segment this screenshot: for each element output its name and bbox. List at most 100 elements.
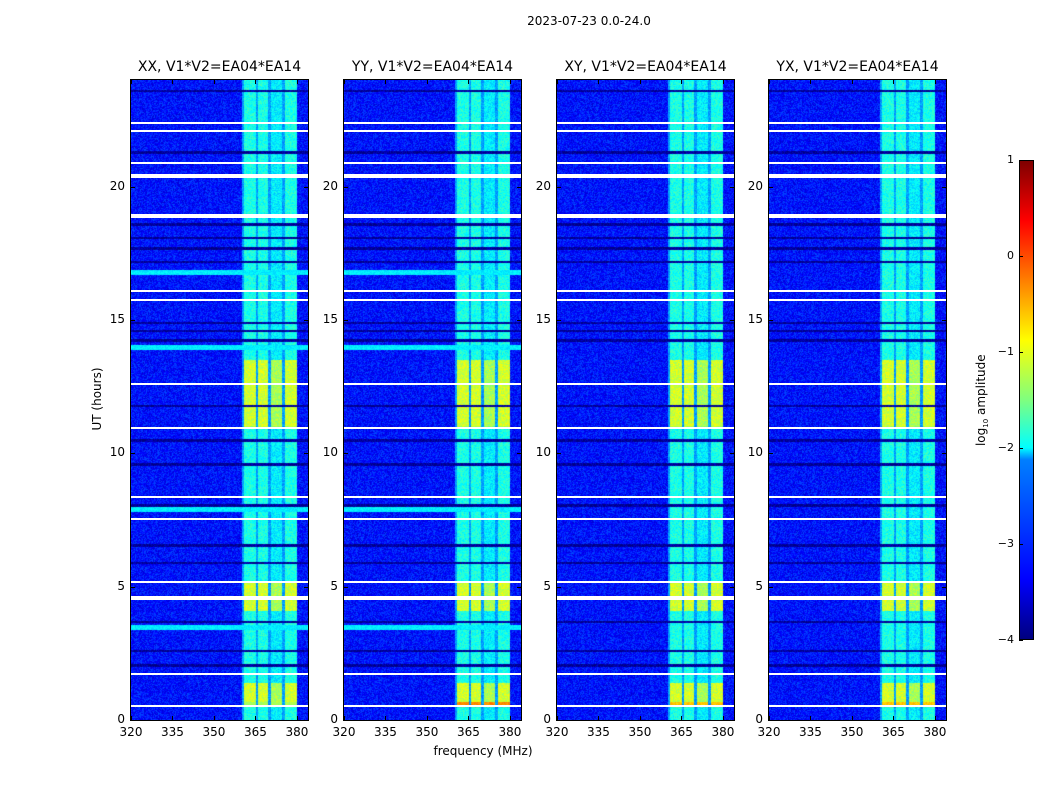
x-tick-mark — [344, 716, 345, 720]
waterfall-panel-yx — [768, 79, 947, 721]
y-tick-mark — [131, 586, 135, 588]
y-tick-mark — [557, 186, 561, 188]
flagged-row — [131, 129, 308, 132]
x-tick-mark — [213, 80, 215, 84]
flagged-row — [769, 496, 946, 499]
flagged-row — [557, 214, 734, 218]
colorbar-tick-mark — [1019, 448, 1023, 449]
flagged-row — [557, 129, 734, 132]
y-tick-label: 10 — [109, 445, 125, 460]
flagged-row — [344, 299, 521, 301]
x-tick-mark — [851, 80, 853, 84]
flagged-row — [557, 161, 734, 164]
flagged-row — [769, 427, 946, 429]
panel-title-xy: XY, V1*V2=EA04*EA14 — [564, 59, 727, 75]
y-tick-mark — [344, 720, 348, 721]
colorbar-label: log10 amplitude — [974, 350, 990, 450]
x-tick-label: 365 — [670, 725, 693, 739]
flagged-row — [557, 289, 734, 292]
flagged-row — [557, 581, 734, 584]
x-tick-mark — [639, 80, 641, 84]
x-tick-mark — [213, 716, 215, 720]
flagged-row — [131, 596, 308, 601]
flagged-row — [344, 214, 521, 218]
y-tick-label: 10 — [322, 445, 338, 460]
x-tick-label: 335 — [799, 725, 822, 739]
x-tick-label: 320 — [545, 725, 569, 739]
flagged-row — [131, 496, 308, 499]
x-tick-label: 320 — [332, 725, 356, 739]
flagged-row — [769, 596, 946, 601]
x-tick-mark — [296, 716, 298, 720]
y-tick-label: 20 — [747, 178, 763, 193]
colorbar-tick-label: 1 — [1007, 153, 1014, 166]
heatmap-image — [344, 80, 521, 720]
flagged-row — [131, 214, 308, 218]
flagged-row — [769, 161, 946, 164]
colorbar-tick-mark — [1019, 640, 1023, 641]
x-tick-mark — [598, 80, 600, 84]
y-tick-mark — [131, 186, 135, 188]
x-tick-label: 350 — [202, 725, 226, 739]
x-tick-label: 365 — [244, 725, 267, 739]
y-tick-label: 0 — [117, 712, 125, 726]
flagged-row — [769, 129, 946, 132]
y-tick-label: 15 — [109, 312, 125, 326]
y-tick-label: 0 — [755, 712, 763, 726]
x-tick-mark — [131, 716, 132, 720]
x-axis-label: frequency (MHz) — [433, 744, 533, 758]
flagged-row — [131, 705, 308, 708]
flagged-row — [769, 705, 946, 708]
x-tick-label: 365 — [882, 725, 905, 739]
x-tick-label: 320 — [119, 725, 143, 739]
colorbar — [1019, 160, 1034, 640]
x-tick-mark — [557, 80, 558, 84]
x-tick-label: 320 — [757, 725, 781, 739]
panel-title-xx: XX, V1*V2=EA04*EA14 — [137, 59, 302, 75]
y-tick-label: 20 — [535, 178, 551, 193]
flagged-row — [344, 673, 521, 676]
y-axis-label: UT (hours) — [90, 367, 104, 431]
y-tick-mark — [942, 586, 946, 588]
y-tick-mark — [517, 720, 521, 721]
colorbar-label-log: log — [973, 427, 988, 447]
y-tick-mark — [942, 453, 946, 455]
x-tick-label: 380 — [711, 725, 735, 739]
x-tick-mark — [509, 80, 511, 84]
x-tick-mark — [255, 716, 257, 720]
y-tick-mark — [769, 186, 773, 188]
x-tick-mark — [810, 80, 812, 84]
heatmap-image — [131, 80, 308, 720]
flagged-row — [344, 174, 521, 178]
flagged-row — [769, 299, 946, 301]
flagged-row — [344, 383, 521, 385]
y-tick-mark — [557, 320, 561, 321]
x-tick-mark — [769, 80, 770, 84]
x-tick-label: 335 — [374, 725, 397, 739]
y-tick-mark — [557, 586, 561, 588]
x-tick-mark — [255, 80, 257, 84]
flagged-row — [557, 496, 734, 499]
y-tick-mark — [517, 320, 521, 321]
y-tick-mark — [304, 320, 308, 321]
flagged-row — [557, 705, 734, 708]
flagged-row — [557, 427, 734, 429]
flagged-row — [769, 174, 946, 178]
y-tick-label: 5 — [755, 578, 763, 593]
y-tick-label: 5 — [117, 578, 125, 593]
x-tick-mark — [557, 716, 558, 720]
colorbar-label-rest: amplitude — [973, 354, 988, 419]
x-tick-label: 365 — [457, 725, 480, 739]
flagged-row — [344, 517, 521, 520]
flagged-row — [131, 299, 308, 301]
x-tick-label: 380 — [923, 725, 947, 739]
x-tick-label: 350 — [415, 725, 439, 739]
flagged-row — [131, 581, 308, 584]
flagged-row — [344, 427, 521, 429]
x-tick-mark — [769, 716, 770, 720]
y-tick-label: 0 — [330, 712, 338, 726]
x-tick-label: 350 — [840, 725, 864, 739]
y-tick-mark — [517, 186, 521, 188]
y-tick-mark — [769, 586, 773, 588]
x-tick-mark — [344, 80, 345, 84]
